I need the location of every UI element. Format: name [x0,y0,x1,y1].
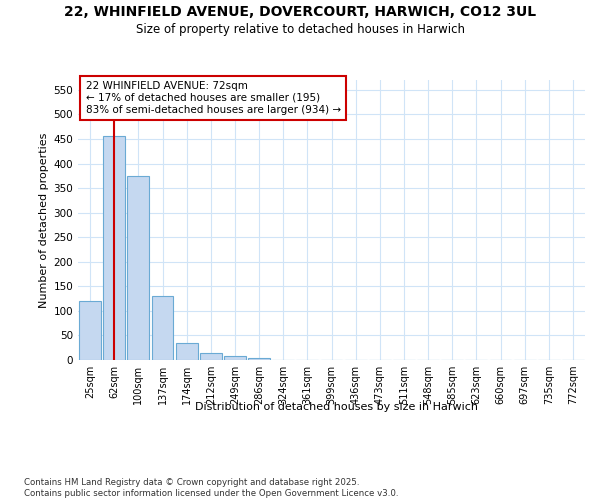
Bar [224,356,246,360]
Bar [176,343,197,360]
Text: Distribution of detached houses by size in Harwich: Distribution of detached houses by size … [194,402,478,412]
Text: Size of property relative to detached houses in Harwich: Size of property relative to detached ho… [136,22,464,36]
Text: Contains HM Land Registry data © Crown copyright and database right 2025.
Contai: Contains HM Land Registry data © Crown c… [24,478,398,498]
Bar [79,301,101,360]
Text: 22 WHINFIELD AVENUE: 72sqm
← 17% of detached houses are smaller (195)
83% of sem: 22 WHINFIELD AVENUE: 72sqm ← 17% of deta… [86,82,341,114]
Y-axis label: Number of detached properties: Number of detached properties [39,132,49,308]
Bar [200,352,221,360]
Bar [127,176,149,360]
Text: 22, WHINFIELD AVENUE, DOVERCOURT, HARWICH, CO12 3UL: 22, WHINFIELD AVENUE, DOVERCOURT, HARWIC… [64,5,536,19]
Bar [152,296,173,360]
Bar [103,136,125,360]
Bar [248,358,270,360]
